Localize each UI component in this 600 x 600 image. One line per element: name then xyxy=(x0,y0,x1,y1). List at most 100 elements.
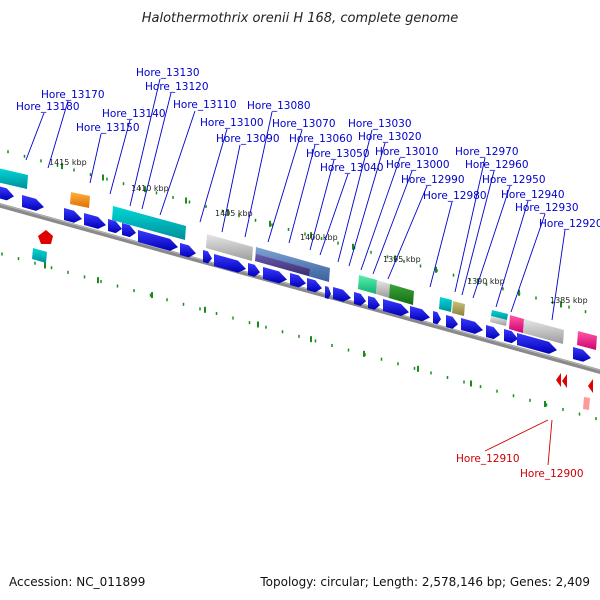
feature-gray-12930[interactable] xyxy=(523,319,564,344)
cds-arrow[interactable] xyxy=(325,286,331,299)
callout-line[interactable] xyxy=(25,112,45,161)
cds-arrow[interactable] xyxy=(0,186,14,201)
cds-arrow[interactable] xyxy=(486,325,500,340)
cds-arrow[interactable] xyxy=(84,213,106,229)
callout-line[interactable] xyxy=(89,133,102,184)
cds-arrow[interactable] xyxy=(64,208,82,223)
cds-arrow[interactable] xyxy=(573,347,591,362)
feature-cyan-12950[interactable] xyxy=(491,310,508,320)
feature-cyan-12980[interactable] xyxy=(439,297,452,312)
feature-pink-12920[interactable] xyxy=(577,331,597,350)
gene-label[interactable]: Hore_12960 xyxy=(465,159,529,171)
feature-purple-13070[interactable] xyxy=(255,254,310,276)
cds-arrow[interactable] xyxy=(180,243,196,258)
gene-label[interactable]: Hore_13020 xyxy=(358,131,422,143)
gene-label[interactable]: Hore_13070 xyxy=(272,118,336,130)
gene-label[interactable]: Hore_13180 xyxy=(16,101,80,113)
gene-label[interactable]: Hore_13080 xyxy=(247,100,311,112)
callout-line[interactable] xyxy=(159,110,196,216)
rrna-marker-3[interactable] xyxy=(588,379,593,393)
gene-label[interactable]: Hore_13030 xyxy=(348,118,412,130)
gene-label[interactable]: Hore_13130 xyxy=(136,67,200,79)
callout-line[interactable] xyxy=(47,100,69,169)
callout-line[interactable] xyxy=(472,185,511,299)
feature-gray-13090[interactable] xyxy=(206,234,253,261)
callout-line[interactable] xyxy=(348,142,386,267)
gene-label[interactable]: Hore_12940 xyxy=(501,189,565,201)
gene-label[interactable]: Hore_13150 xyxy=(76,122,140,134)
feature-cyan-13140[interactable] xyxy=(112,206,186,240)
cds-arrow[interactable] xyxy=(333,287,351,302)
cds-arrow[interactable] xyxy=(214,254,246,273)
cds-arrow[interactable] xyxy=(383,299,409,316)
callout-line[interactable] xyxy=(129,78,161,207)
gene-label[interactable]: Hore_13010 xyxy=(375,146,439,158)
cds-arrow[interactable] xyxy=(461,318,483,334)
feature-khaki-12970[interactable] xyxy=(452,301,465,316)
rrna-marker-1[interactable] xyxy=(556,373,561,387)
gene-label[interactable]: Hore_12950 xyxy=(482,174,546,186)
gene-label[interactable]: Hore_13110 xyxy=(173,99,237,111)
rrna-marker-2[interactable] xyxy=(562,374,567,388)
cds-arrow[interactable] xyxy=(138,230,178,251)
callout-line[interactable] xyxy=(221,144,241,233)
feature-red-pentagon[interactable] xyxy=(38,230,53,244)
callout-line[interactable] xyxy=(429,201,453,288)
callout-line[interactable] xyxy=(288,144,316,244)
cds-arrow[interactable] xyxy=(433,311,441,325)
callout-line[interactable] xyxy=(267,129,303,243)
cds-arrow[interactable] xyxy=(517,333,557,354)
callout-line[interactable] xyxy=(551,229,566,321)
callout-line[interactable] xyxy=(372,170,413,275)
callout-line[interactable] xyxy=(109,119,131,195)
callout-line[interactable] xyxy=(337,129,373,263)
feature-green-13000[interactable] xyxy=(389,284,414,305)
gene-label[interactable]: Hore_12900 xyxy=(520,468,584,480)
feature-mint-13020[interactable] xyxy=(358,275,377,294)
callout-line[interactable] xyxy=(461,170,495,296)
cds-arrow[interactable] xyxy=(22,195,44,211)
gene-label[interactable]: Hore_13100 xyxy=(200,117,264,129)
feature-gray-12950[interactable] xyxy=(490,316,507,326)
callout-line-red[interactable] xyxy=(547,419,553,466)
cds-arrow[interactable] xyxy=(248,263,260,277)
gene-label[interactable]: Hore_13170 xyxy=(41,89,105,101)
cds-arrow[interactable] xyxy=(446,315,458,329)
feature-red-12910[interactable] xyxy=(583,397,590,410)
gene-label[interactable]: Hore_13060 xyxy=(289,133,353,145)
callout-line[interactable] xyxy=(319,173,349,256)
callout-line[interactable] xyxy=(141,92,172,210)
callout-line[interactable] xyxy=(199,128,228,223)
gene-label[interactable]: Hore_13050 xyxy=(306,148,370,160)
gene-label[interactable]: Hore_13040 xyxy=(320,162,384,174)
callout-line[interactable] xyxy=(309,159,335,251)
gene-label[interactable]: Hore_12910 xyxy=(456,453,520,465)
callout-line[interactable] xyxy=(244,111,273,238)
callout-line[interactable] xyxy=(360,157,401,271)
feature-orange-13150[interactable] xyxy=(70,192,90,208)
callout-line-red[interactable] xyxy=(484,419,549,452)
gene-label[interactable]: Hore_12980 xyxy=(423,190,487,202)
feature-pink-12940[interactable] xyxy=(509,315,524,333)
gene-label[interactable]: Hore_13090 xyxy=(216,133,280,145)
callout-line[interactable] xyxy=(495,200,529,308)
cds-arrow[interactable] xyxy=(122,223,136,238)
cds-arrow[interactable] xyxy=(368,296,380,310)
gene-label[interactable]: Hore_12930 xyxy=(515,202,579,214)
cds-arrow[interactable] xyxy=(108,219,122,234)
callout-line[interactable] xyxy=(454,157,486,293)
gene-label[interactable]: Hore_12970 xyxy=(455,146,519,158)
gene-label[interactable]: Hore_13120 xyxy=(145,81,209,93)
cds-arrow[interactable] xyxy=(307,278,322,293)
feature-cyan-13180[interactable] xyxy=(0,168,28,189)
gene-label[interactable]: Hore_12920 xyxy=(539,218,600,230)
gene-label[interactable]: Hore_13140 xyxy=(102,108,166,120)
feature-cyan-small[interactable] xyxy=(32,248,47,263)
cds-arrow[interactable] xyxy=(410,306,430,322)
gene-label[interactable]: Hore_13000 xyxy=(386,159,450,171)
cds-arrow[interactable] xyxy=(290,273,306,288)
callout-line[interactable] xyxy=(387,185,428,280)
feature-gray-13010[interactable] xyxy=(376,280,390,298)
gene-label[interactable]: Hore_12990 xyxy=(401,174,465,186)
callout-line[interactable] xyxy=(510,213,546,313)
